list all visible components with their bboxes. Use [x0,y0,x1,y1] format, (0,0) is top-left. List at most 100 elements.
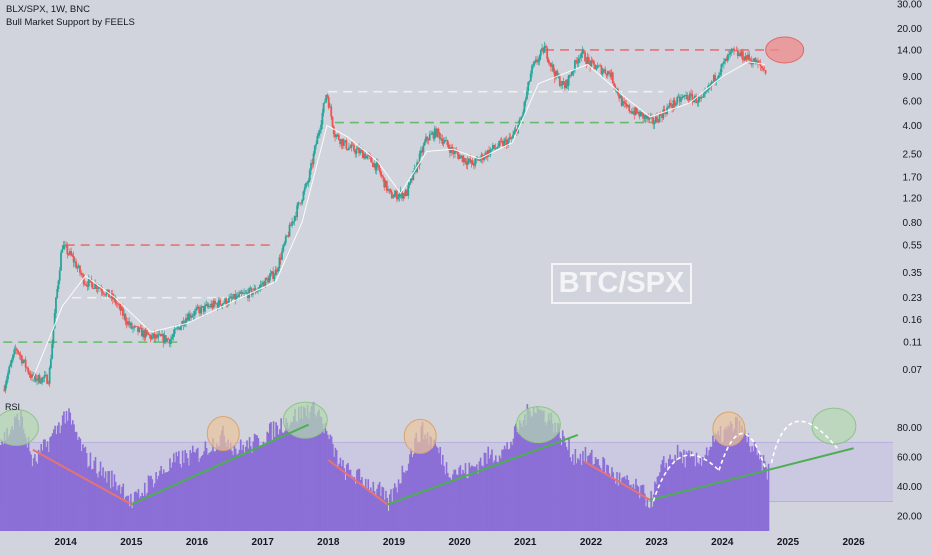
rsi-bar [21,416,24,531]
candle-body [29,374,32,378]
candle-body [642,113,645,119]
candle-body [615,88,618,90]
rsi-bar [630,484,632,531]
candle-body [764,70,767,74]
candle-body [297,202,300,206]
rsi-bar [31,466,34,531]
candle-body [688,93,691,101]
rsi-bar [167,471,170,531]
rsi-bar [604,473,607,531]
candle-body [497,146,499,148]
candle-body [639,112,642,117]
candle-body [692,99,695,103]
candle-body [445,139,448,141]
candle-body [648,117,651,120]
candle-body [331,116,334,127]
candle-body [211,303,214,308]
rsi-bar [373,491,376,531]
rsi-bar [327,434,329,531]
rsi-bar [104,471,107,531]
rsi-bar [508,448,511,531]
rsi-bar [424,434,426,531]
rsi-bar [666,470,669,531]
rsi-bar [304,408,306,531]
rsi-bar [131,508,133,531]
rsi-bar [58,422,60,531]
candle-body [279,257,282,260]
candle-body [518,119,521,125]
candle-body [216,303,219,308]
rsi-bar [188,465,190,531]
candle-body [646,115,648,119]
rsi-bar [251,452,253,531]
candle-body [365,156,368,159]
rsi-bar [174,462,176,531]
rsi-bar [210,450,213,531]
rsi-bar [589,452,592,531]
rsi-bar [623,476,626,531]
candle-body [473,164,475,166]
candle-body [14,348,17,350]
candle-body [327,97,330,108]
candle-body [503,140,506,146]
rsi-bar [99,461,102,531]
candle-body [320,124,323,131]
candle-body [181,321,184,326]
candle-body [292,221,295,223]
rsi-bar [736,416,738,531]
rsi-bar [186,458,189,531]
candle-body [269,273,272,277]
rsi-bar [553,432,555,531]
candle-body [153,333,156,339]
candle-body [413,168,416,171]
rsi-bar [54,425,56,531]
rsi-bar [731,424,733,531]
rsi-bar [569,457,572,531]
candle-body [619,95,622,99]
rsi-bar [281,432,284,531]
rsi-bar [502,449,505,531]
candle-body [312,153,315,165]
candle-body [142,330,144,337]
rsi-bar [757,450,760,531]
candle-body [457,154,460,159]
rsi-bar [467,478,469,531]
rsi-bar [372,481,375,531]
rsi-bar [159,470,161,531]
rsi-bar [333,456,335,531]
candle-body [158,334,161,336]
candle-body [464,158,466,163]
rsi-bar [64,423,66,531]
rsi-bar [618,472,621,531]
candle-body [354,150,357,154]
candle-body [207,306,210,307]
rsi-bar [535,413,537,531]
rsi-bar [473,466,476,531]
time-axis-tick: 2019 [383,537,406,548]
watermark-box: BTC/SPX [551,263,692,304]
candle-body [600,65,603,75]
rsi-bar [386,497,388,531]
candle-body [455,150,458,152]
candle-body [80,272,83,275]
rsi-bar [61,415,64,531]
candle-body [670,102,672,107]
candle-body [231,298,234,300]
candle-body [509,137,512,139]
rsi-bar [691,456,694,531]
rsi-bar [166,472,169,531]
candle-body [700,97,703,99]
rsi-bar [465,477,468,531]
rsi-bar [428,444,430,531]
candle-body [488,150,490,156]
rsi-bar [544,421,546,531]
rsi-bar [614,483,617,531]
candle-body [633,111,636,115]
rsi-bar [289,425,291,531]
candle-body [704,91,706,94]
candle-body [466,160,469,165]
rsi-bar [45,446,48,531]
candle-body [164,335,167,342]
candle-body [380,174,383,177]
candle-body [39,382,42,384]
